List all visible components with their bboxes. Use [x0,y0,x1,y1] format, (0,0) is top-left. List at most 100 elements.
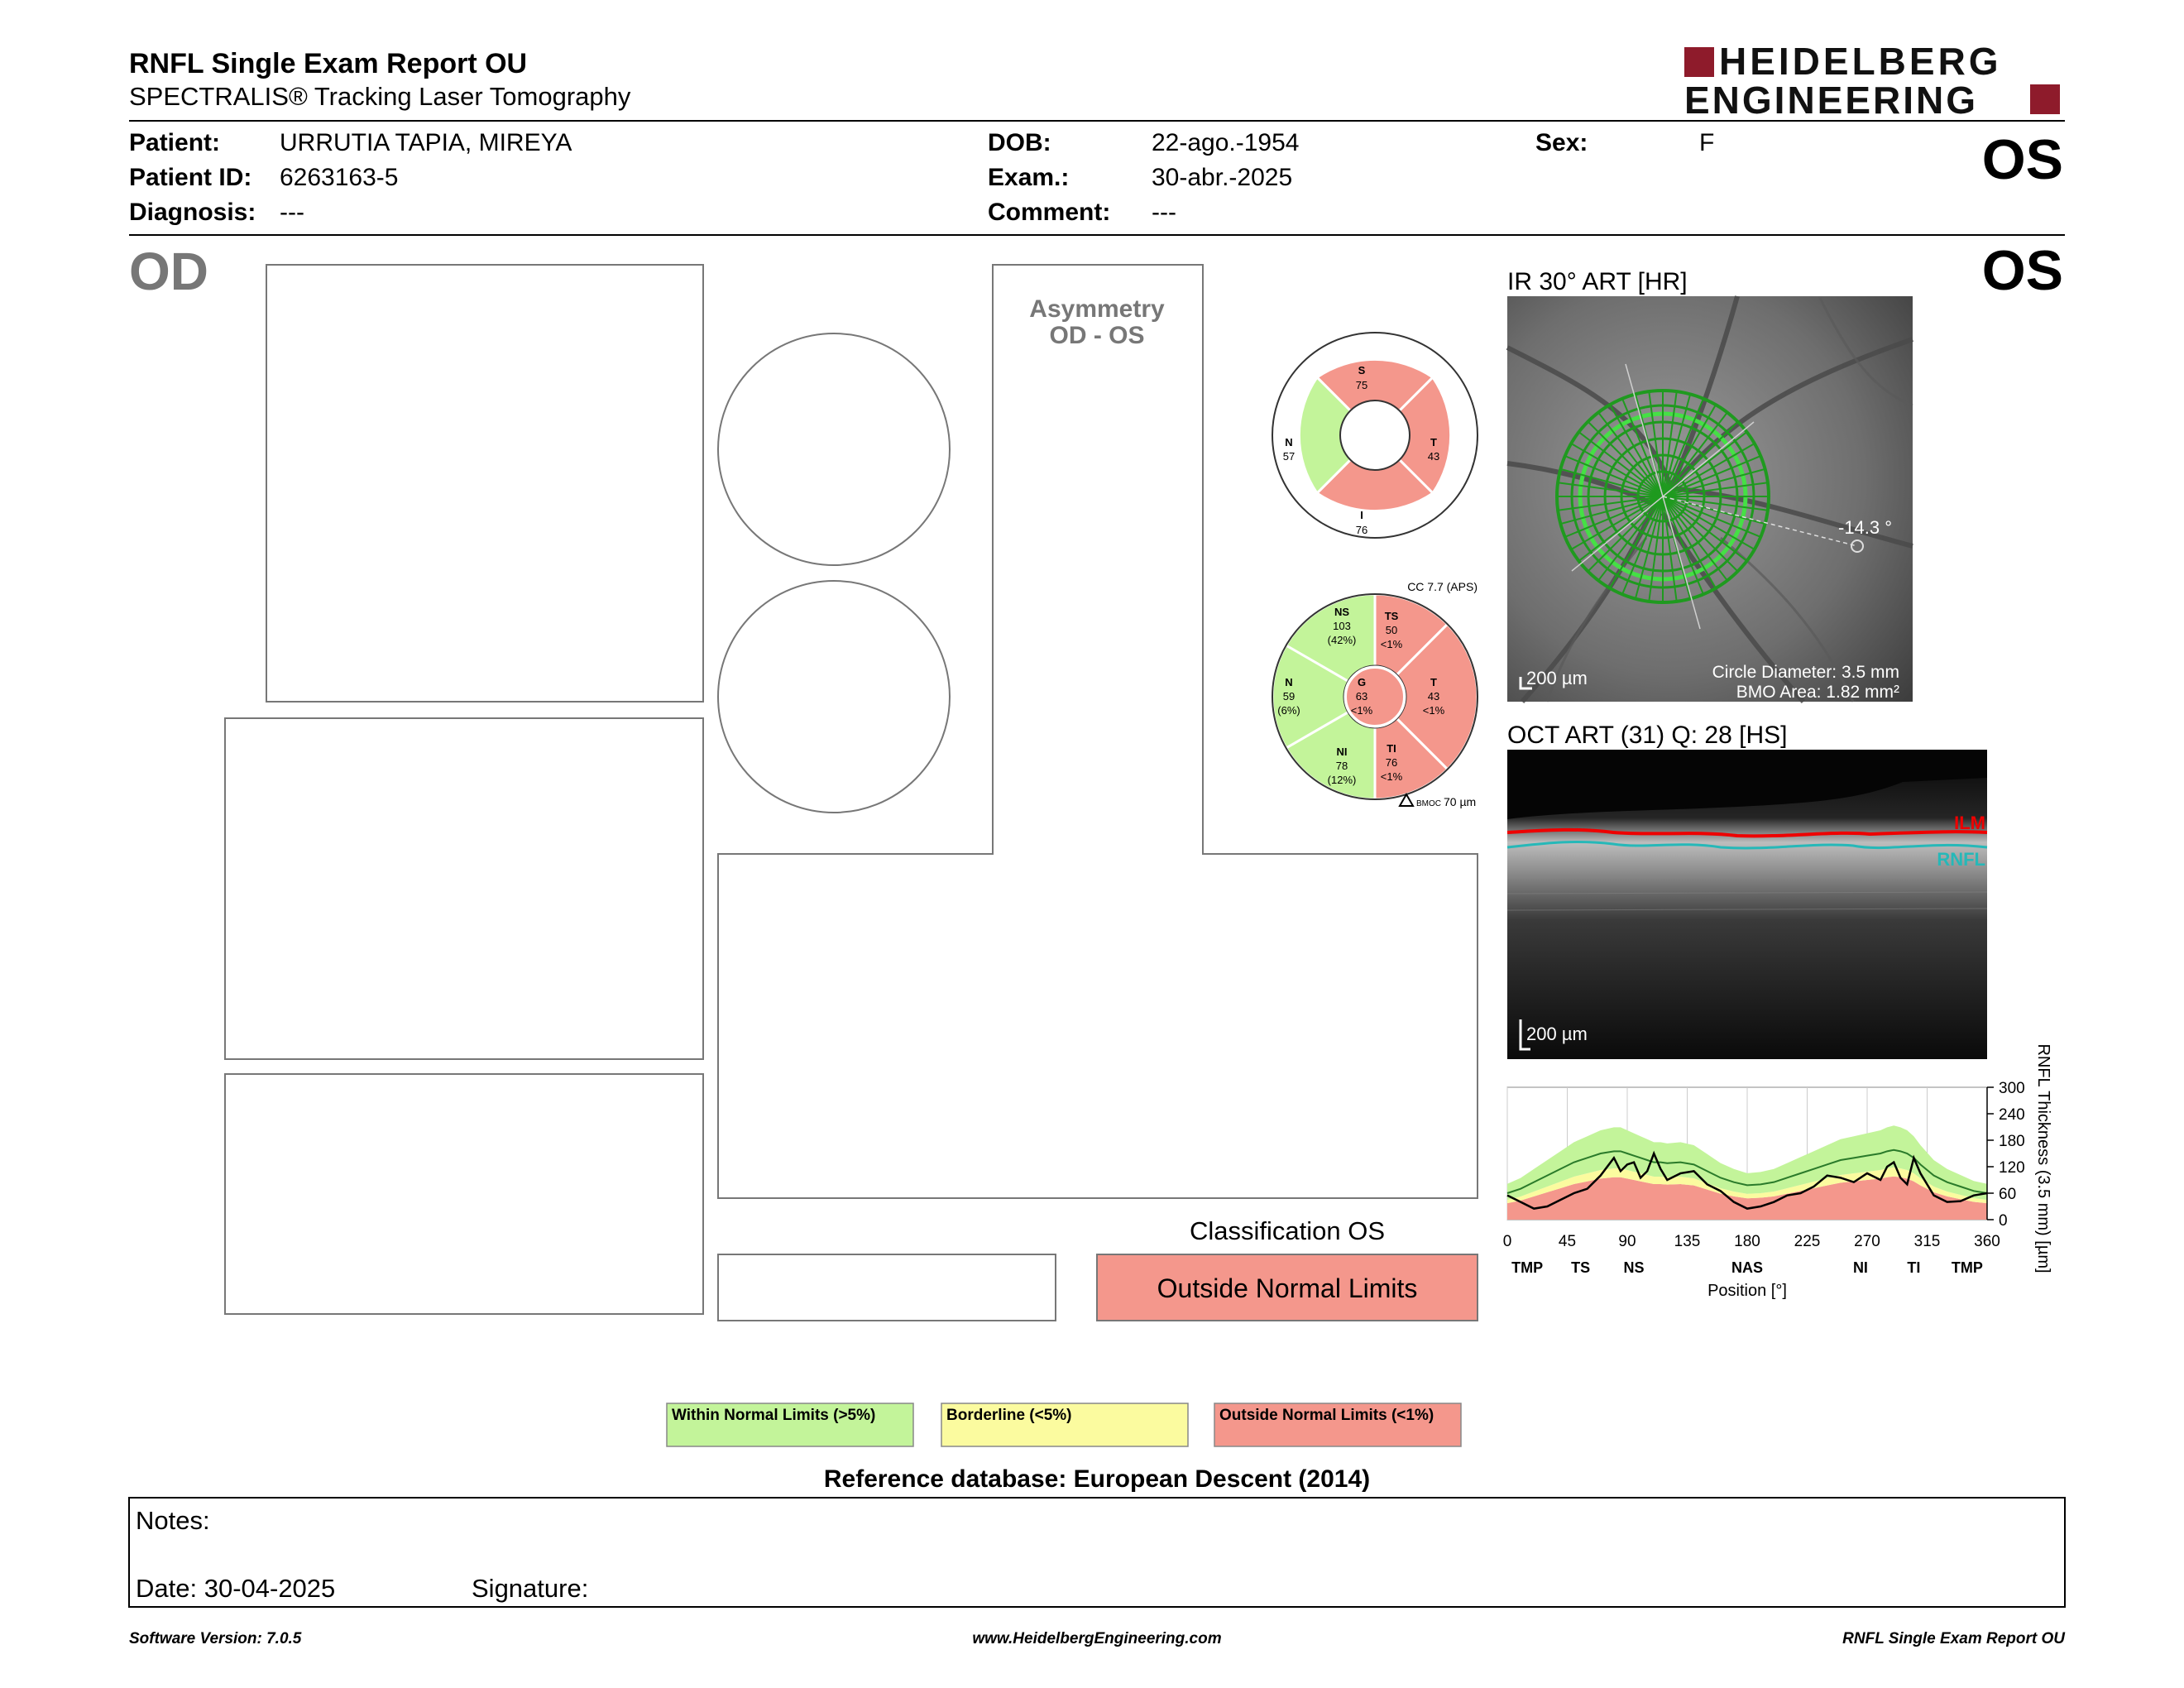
scan-spoke [1662,496,1769,511]
scan-spoke [1662,496,1704,595]
scan-spoke [1662,443,1755,497]
sex-value: F [1699,129,1714,156]
chart-sector-label: NI [1853,1259,1868,1276]
footer-url[interactable]: www.HeidelbergEngineering.com [972,1630,1221,1647]
bmoc-indicator: BMOC 70 µm [1398,792,1476,808]
asymmetry-box [717,264,1478,1199]
chart-sector-label: NAS [1731,1259,1763,1276]
legend-borderline: Borderline (<5%) [946,1407,1072,1424]
chart-sector-label: TS [1571,1259,1590,1276]
scan-spoke [1597,496,1664,582]
od-oct-box [224,717,704,1060]
notes-label: Notes: [136,1506,210,1535]
scan-spoke [1570,443,1664,497]
classification-title: Classification OS [1190,1216,1385,1245]
sector6-t-pct: <1% [1423,704,1445,717]
scan-spoke [1564,455,1664,497]
oct-rnfl-label: RNFL [1937,849,1985,870]
diagnosis-label: Diagnosis: [129,199,256,226]
patient-value: URRUTIA TAPIA, MIREYA [280,129,572,156]
os-label: OS [1982,239,2063,302]
sector6-ns-label: NS [1334,606,1349,618]
scan-spoke [1570,496,1664,550]
scan-spoke [1662,411,1728,497]
patient-id-value: 6263163-5 [280,164,398,191]
dob-value: 22-ago.-1954 [1152,129,1299,156]
od-fundus-box [266,264,704,703]
band-borderline [1507,1167,1987,1204]
scan-spoke [1662,398,1704,497]
chart-sector-label: TMP [1511,1259,1543,1276]
normal-mean-line [1506,1149,1988,1194]
dob-label: DOB: [988,129,1051,156]
scan-spoke [1560,468,1664,497]
chart-ytick-label: 240 [1999,1106,2025,1124]
comment-value: --- [1152,199,1176,226]
exam-value: 30-abr.-2025 [1152,164,1292,191]
sector6-t-label: T [1430,676,1437,688]
diagnosis-value: --- [280,199,304,226]
patient-rnfl-line [1506,1150,1988,1210]
oct-ilm-label: ILM [1954,813,1985,833]
scan-spoke [1609,404,1664,497]
legend: Within Normal Limits (>5%) Borderline (<… [666,1403,1462,1447]
scan-spoke [1557,496,1664,511]
scale-bar-icon [1519,1019,1530,1051]
exam-label: Exam.: [988,164,1069,191]
legend-within: Within Normal Limits (>5%) [672,1407,875,1424]
scan-spoke [1621,496,1664,595]
sector6-t-value: 43 [1428,690,1439,703]
chart-ylabel: RNFL Thickness (3.5 mm) [µm] [2034,1043,2052,1273]
chart-xtick-label: 135 [1674,1233,1701,1250]
scan-spoke [1662,404,1717,497]
sector6-g-pct: <1% [1351,704,1373,717]
sector6-ti-pct: <1% [1381,770,1403,783]
ir-circle-diameter: Circle Diameter: 3.5 mm [1712,663,1899,682]
legend-outside: Outside Normal Limits (<1%) [1219,1407,1434,1424]
scale-bar-icon [1519,677,1532,690]
ir-scale: 200 µm [1526,668,1588,688]
brand-logo: HEIDELBERG ENGINEERING [1684,40,2060,122]
chart-xtick-label: 360 [1974,1233,2000,1250]
notes-box[interactable] [128,1497,2066,1608]
sector6-ns-value: 103 [1333,620,1351,632]
scan-spoke [1662,496,1761,538]
sector6-ni-pct: (12%) [1328,774,1357,786]
classification-result-box [1096,1254,1478,1321]
scan-spoke [1564,496,1664,538]
chart-xtick-label: 0 [1503,1233,1512,1250]
footer-version: Software Version: 7.0.5 [129,1630,302,1647]
od-label: OD [129,242,208,301]
scan-spoke [1662,391,1678,497]
scan-spoke [1662,496,1717,589]
sector6-ts-value: 50 [1386,624,1397,636]
date-label: Date: 30-04-2025 [136,1574,335,1603]
rnfl-thickness-chart: 0 45 90 135 180 225 270 315 360 060120180240300 … [1503,1043,2052,1300]
chart-xtick-label: 45 [1559,1233,1576,1250]
scan-spoke [1648,391,1664,497]
chart-xlabel: Position [°] [1707,1282,1787,1300]
signature-label: Signature: [472,1574,588,1603]
sex-label: Sex: [1535,129,1588,156]
sector6-ts-label: TS [1385,610,1399,622]
report-title: RNFL Single Exam Report OU [129,48,527,79]
patient-info: Patient: URRUTIA TAPIA, MIREYA Patient I… [129,129,1714,226]
band-within [1507,1125,1987,1200]
chart-sector-label: TMP [1952,1259,1983,1276]
sector6-cc: CC 7.7 (APS) [1407,580,1478,593]
oct-bscan-image: ILM RNFL 200 µm [1506,750,1988,1059]
chart-ytick-label: 0 [1999,1212,2008,1230]
brand-line1: HEIDELBERG [1719,40,2002,83]
od-sector-circle-2 [717,580,951,813]
reference-database: Reference database: European Descent (20… [824,1465,1370,1493]
angle-handle-icon [1851,539,1864,553]
sector4-i-label: I [1360,509,1363,521]
comment-label: Comment: [988,199,1110,226]
od-sector-circle-1 [717,333,951,566]
ir-title: IR 30° ART [HR] [1507,268,1688,295]
scan-spoke [1557,482,1664,497]
sector4-n-value: 57 [1283,450,1295,463]
scan-spoke [1662,496,1728,582]
oct-title: OCT ART (31) Q: 28 [HS] [1507,722,1787,749]
chart-ytick-label: 60 [1999,1186,2016,1203]
